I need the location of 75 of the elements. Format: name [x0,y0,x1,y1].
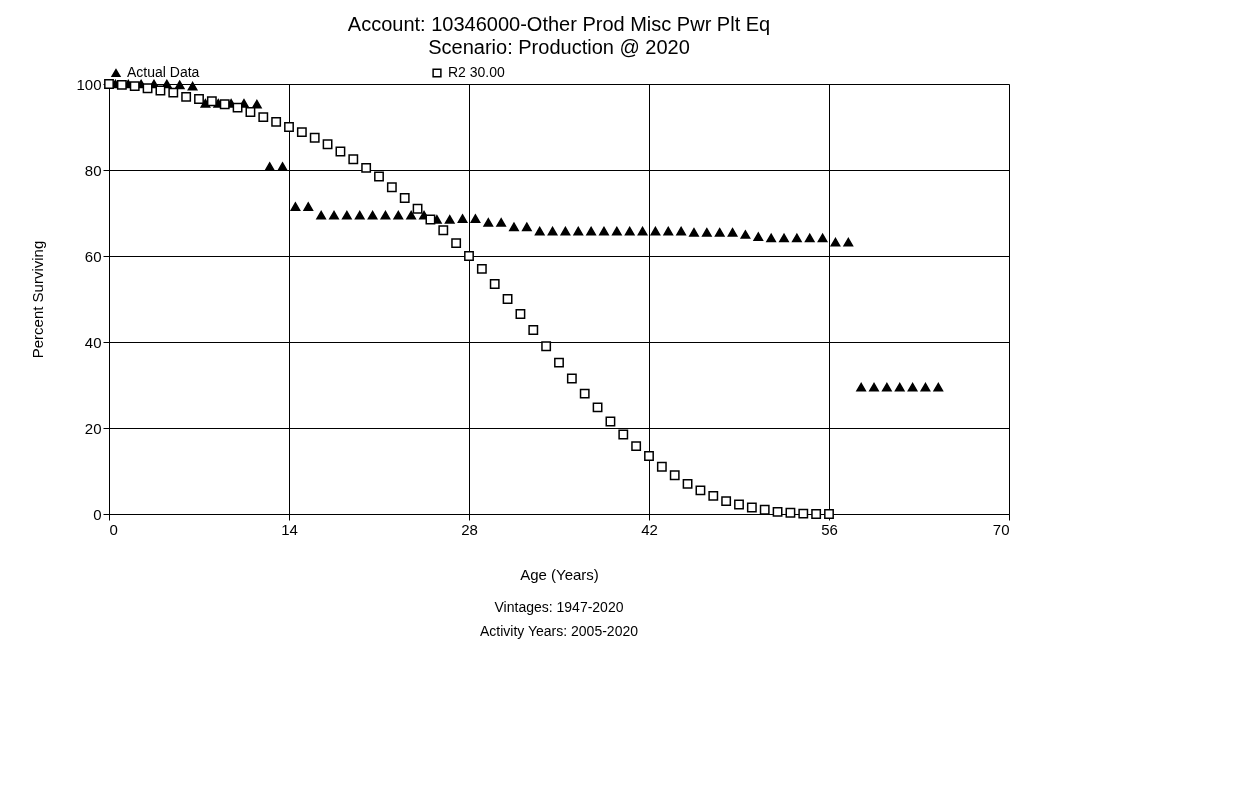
point [554,357,564,368]
point [759,504,770,515]
point [631,441,642,451]
y-axis-title: Percent Surviving [29,240,47,359]
point [772,506,783,517]
point [129,81,140,92]
point [309,132,320,143]
y-tick-label: 60 [84,247,102,265]
x-tick-label: 70 [992,520,1010,538]
point [322,139,333,150]
point [284,122,294,132]
x-tick-label: 56 [821,520,838,538]
point [734,499,744,510]
point [425,214,436,225]
point [232,102,243,113]
x-tick-label: 42 [641,520,658,538]
y-tick-label: 20 [84,419,102,437]
point [566,373,577,384]
point [374,171,384,182]
y-tick-label: 40 [84,333,102,351]
point [811,509,822,519]
point [618,429,629,440]
point [708,491,719,501]
point [476,263,487,274]
point [219,99,230,110]
point [181,91,192,102]
point [695,485,706,496]
point [528,325,539,335]
point [464,251,474,261]
point [335,146,346,157]
point [296,127,307,138]
point [142,83,153,94]
point [258,112,269,123]
x-tick-label: 14 [281,520,298,538]
x-tick-label: 28 [461,520,478,538]
point [746,502,757,513]
point [116,79,127,90]
point [361,162,372,173]
point [438,225,449,236]
point [682,478,693,489]
point [644,451,654,461]
y-tick-label: 0 [93,505,102,523]
point [656,461,667,472]
y-tick-label: 80 [84,161,102,179]
point [348,154,359,165]
point [168,87,179,98]
point [155,85,166,96]
text: Activity Years: 2005-2020 [480,623,639,639]
y-tick-label: 100 [76,75,102,93]
point [386,182,397,193]
point [721,496,732,507]
point [271,116,282,127]
chart-title: Account: 10346000-Other Prod Misc Pwr Plt Eq [347,13,771,35]
point [579,388,590,399]
point [489,279,500,289]
legend-label: Actual Data [127,64,200,80]
point [605,416,616,427]
x-axis-title: Age (Years) [520,565,599,583]
point [669,470,680,481]
point [785,507,796,518]
point [515,309,526,319]
point [245,107,256,117]
text: Vintages: 1947-2020 [494,599,624,615]
point [412,203,423,214]
point [592,402,603,413]
point [541,341,552,352]
legend-label: R2 30.00 [448,64,506,80]
point [194,94,204,104]
point [399,193,410,203]
point [502,294,513,304]
point [451,238,462,249]
point [206,96,217,107]
chart-subtitle: Scenario: Production @ 2020 [428,36,690,58]
point [798,508,809,519]
x-tick-label: 0 [109,520,118,538]
